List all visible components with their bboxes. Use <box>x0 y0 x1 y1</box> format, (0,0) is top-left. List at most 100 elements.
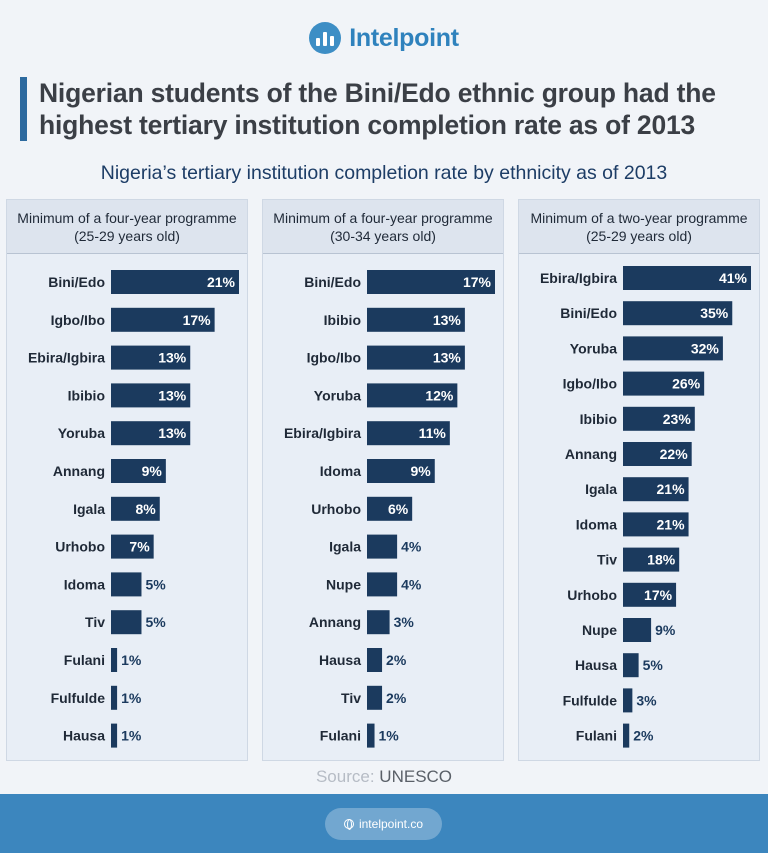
value-label: 1% <box>121 690 142 706</box>
value-label: 18% <box>647 552 676 568</box>
category-label: Igala <box>585 481 617 497</box>
value-label: 11% <box>419 425 447 441</box>
bar <box>623 336 723 361</box>
value-label: 4% <box>401 576 422 592</box>
bar <box>367 383 458 408</box>
category-label: Urhobo <box>311 501 361 517</box>
category-label: Idoma <box>64 576 105 592</box>
category-label: Ibibio <box>324 312 361 328</box>
panel-title: Minimum of a two-year programme (25-29 y… <box>519 200 759 254</box>
category-label: Hausa <box>319 652 361 668</box>
category-label: Fulani <box>64 652 105 668</box>
value-label: 2% <box>633 728 654 744</box>
chart-panel-four-year-30-34: Minimum of a four-year programme (30-34 … <box>262 199 504 761</box>
bar <box>367 496 413 521</box>
category-label: Igbo/Ibo <box>563 376 617 392</box>
value-label: 17% <box>463 274 492 290</box>
logo-chart-icon <box>309 22 342 54</box>
bar <box>111 610 142 635</box>
category-label: Ibibio <box>580 411 617 427</box>
value-label: 9% <box>411 463 432 479</box>
value-label: 41% <box>719 270 748 286</box>
category-label: Ibibio <box>68 387 105 403</box>
category-label: Ebira/Igbira <box>28 350 105 366</box>
category-label: Igbo/Ibo <box>307 350 361 366</box>
value-label: 21% <box>207 274 236 290</box>
category-label: Urhobo <box>567 587 617 603</box>
value-label: 12% <box>425 387 454 403</box>
value-label: 7% <box>129 539 150 555</box>
bar <box>623 723 630 748</box>
bar <box>111 459 166 483</box>
category-label: Nupe <box>582 622 617 638</box>
chart-panel-two-year-25-29: Minimum of a two-year programme (25-29 y… <box>518 199 760 761</box>
category-label: Hausa <box>575 657 617 673</box>
category-label: Fulani <box>320 728 361 744</box>
bar <box>367 270 495 294</box>
bar-chart-four-year-30-34: Bini/Edo 17% Ibibio 13% Igbo/Ibo 13% Yoruba 12%… <box>284 270 495 748</box>
category-label: Tiv <box>85 614 105 630</box>
category-label: Bini/Edo <box>304 274 361 290</box>
source-note: Source: UNESCO <box>0 767 768 787</box>
bar <box>623 618 652 642</box>
value-label: 13% <box>158 350 187 366</box>
category-label: Fulfulde <box>563 692 618 708</box>
bar-chart-four-year-25-29: Bini/Edo 21% Igbo/Ibo 17% Ebira/Igbira 13% Ibi… <box>28 270 239 748</box>
category-label: Fulani <box>576 728 617 744</box>
category-label: Igala <box>73 501 105 517</box>
value-label: 22% <box>660 446 689 462</box>
value-label: 13% <box>158 425 187 441</box>
category-label: Fulfulde <box>51 690 106 706</box>
bar <box>623 477 689 502</box>
category-label: Tiv <box>597 552 617 568</box>
source-label: Source: <box>315 767 375 786</box>
value-label: 1% <box>121 652 142 668</box>
bar <box>367 572 398 597</box>
bar-chart-two-year-25-29: Ebira/Igbira 41% Bini/Edo 35% Yoruba 32% Igbo/… <box>540 266 751 748</box>
website-link[interactable]: intelpoint.co <box>325 808 442 840</box>
value-label: 6% <box>388 501 409 517</box>
value-label: 1% <box>379 728 400 744</box>
category-label: Nupe <box>326 576 361 592</box>
value-label: 5% <box>643 657 664 673</box>
source-value: UNESCO <box>379 767 453 786</box>
value-label: 2% <box>386 690 407 706</box>
category-label: Tiv <box>341 690 361 706</box>
value-label: 13% <box>158 387 187 403</box>
value-label: 8% <box>136 501 157 517</box>
chart-panel-four-year-25-29: Minimum of a four-year programme (25-29 … <box>6 199 248 761</box>
value-label: 13% <box>433 312 462 328</box>
bar <box>111 421 191 446</box>
value-label: 4% <box>401 539 422 555</box>
value-label: 13% <box>433 350 462 366</box>
bar <box>367 459 435 483</box>
value-label: 35% <box>700 305 729 321</box>
bar <box>623 653 639 678</box>
category-label: Urhobo <box>55 539 105 555</box>
bar <box>367 648 383 672</box>
category-label: Ebira/Igbira <box>284 425 361 441</box>
bar <box>367 345 465 370</box>
bar <box>623 406 695 431</box>
globe-icon <box>343 819 354 830</box>
website-label: intelpoint.co <box>358 817 424 831</box>
footer-bar: intelpoint.co <box>0 794 768 853</box>
headline: Nigerian students of the Bini/Edo ethnic… <box>39 78 716 140</box>
bar <box>623 582 677 607</box>
bar <box>111 685 118 710</box>
bar <box>367 685 383 710</box>
bar <box>367 421 450 446</box>
bar <box>623 512 689 537</box>
bar <box>623 371 705 396</box>
bar <box>111 723 118 748</box>
category-label: Bini/Edo <box>48 274 105 290</box>
value-label: 1% <box>121 728 142 744</box>
value-label: 26% <box>672 376 701 392</box>
category-label: Idoma <box>576 516 617 532</box>
category-label: Annang <box>309 614 361 630</box>
category-label: Ebira/Igbira <box>540 270 617 286</box>
value-label: 3% <box>394 614 415 630</box>
value-label: 17% <box>183 312 212 328</box>
category-label: Bini/Edo <box>560 305 617 321</box>
value-label: 5% <box>145 614 166 630</box>
